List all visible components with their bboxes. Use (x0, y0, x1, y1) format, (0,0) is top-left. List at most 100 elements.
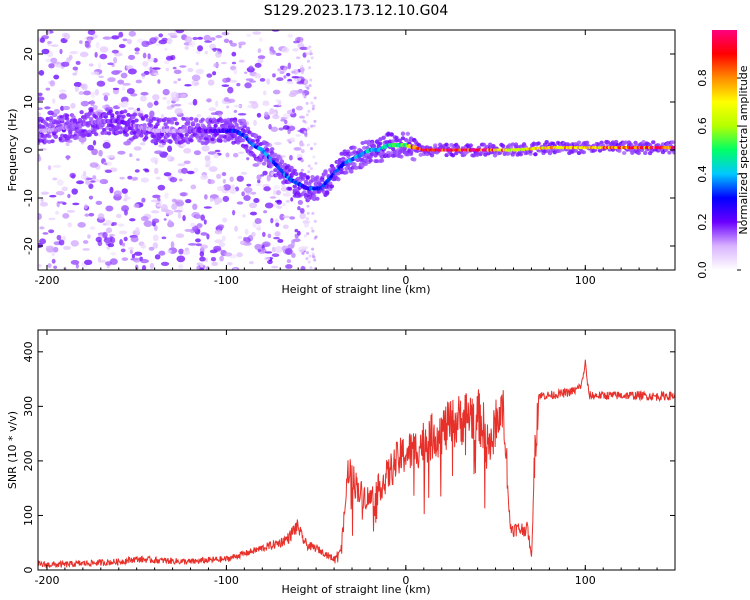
spectrogram-cell (300, 159, 304, 163)
spectrogram-cell (151, 218, 160, 224)
spectrogram-cell (248, 145, 254, 150)
spectrogram-cell (164, 125, 170, 130)
spectrogram-cell (255, 182, 262, 187)
spectrogram-cell (132, 112, 138, 117)
spectrogram-cell (297, 206, 301, 211)
spectrogram-cell (122, 38, 128, 42)
spectrogram-cell (195, 214, 201, 219)
spectrogram-cell (131, 253, 136, 259)
spectrogram-cell (282, 215, 291, 219)
spectrogram-cell (47, 41, 53, 44)
spectrogram-cell (213, 62, 220, 68)
spectrogram-cell (311, 252, 315, 256)
spectrogram-cell (110, 113, 115, 118)
spectrogram-cell (312, 104, 316, 108)
spectrogram-cell (243, 186, 253, 193)
spectrogram-cell (127, 175, 133, 180)
spectrogram-cell (200, 232, 208, 236)
spectrogram-cell (140, 72, 146, 77)
spectrogram-cell (247, 130, 252, 135)
spectrogram-cell (299, 66, 305, 73)
spectrogram-cell (311, 247, 315, 251)
spectrogram-cell (118, 31, 124, 38)
spectrogram-cell (139, 95, 147, 102)
spectrogram-cell (106, 154, 116, 159)
spectrogram-cell (154, 254, 161, 260)
spectrogram-cell (79, 110, 84, 115)
spectrogram-cell (119, 239, 123, 246)
spectrogram-cell (412, 157, 417, 162)
spectrogram-cell (269, 150, 275, 155)
spectrogram-cell (266, 78, 271, 85)
spectrogram-cell (114, 110, 120, 115)
spectrogram-cell (38, 69, 45, 76)
spectrogram-cell (536, 141, 541, 146)
spectrogram-cell (250, 191, 257, 195)
spectrogram-cell (175, 233, 185, 239)
colorbar (712, 30, 737, 270)
spectrogram-cell (124, 132, 130, 137)
spectrogram-cell (79, 51, 89, 58)
spectrogram-cell (110, 251, 117, 256)
spectrogram-cell (240, 138, 246, 143)
spectrogram-cell (117, 102, 124, 108)
spectrogram-cell (227, 98, 236, 103)
spectrogram-cell (336, 177, 341, 182)
spectrogram-cell (128, 30, 136, 37)
spectrogram-cell (622, 151, 627, 156)
spectrogram-cell (272, 189, 276, 196)
spectrogram-cell (89, 180, 96, 183)
spectrogram-cell (309, 167, 313, 171)
spectrogram-cell (38, 213, 42, 220)
spectrogram-cell (229, 79, 238, 84)
spectrogram-cell (157, 79, 161, 84)
spectrogram-cell (248, 260, 254, 265)
spectrogram-cell (279, 65, 285, 69)
spectrogram-cell (143, 220, 153, 227)
spectrogram-cell (152, 242, 159, 249)
spectrogram-cell (309, 49, 313, 53)
spectrogram-cell (186, 170, 195, 175)
spectrogram-cell (62, 105, 71, 111)
spectrogram-cell (50, 44, 59, 47)
spectrogram-cell (294, 172, 299, 177)
spectrogram-cell (179, 93, 187, 98)
spectrogram-cell (92, 104, 98, 111)
spectrogram-cell (255, 138, 260, 143)
spectrogram-cell (218, 114, 222, 118)
spectrogram-cell (272, 89, 281, 95)
spectrogram-cell (236, 252, 243, 258)
spectrogram-cell (223, 184, 231, 191)
spectrogram-cell (67, 139, 73, 143)
spectrogram-cell (315, 175, 320, 180)
spectrogram-cell (405, 131, 411, 136)
spectrogram-cell (237, 113, 247, 116)
spectrogram-cell (257, 179, 261, 184)
spectrogram-cell (290, 241, 295, 248)
snr-frame (37, 329, 676, 571)
spectrogram-cell (397, 138, 402, 143)
spectrogram-cell (300, 64, 304, 68)
spectrogram-cell (69, 172, 76, 179)
spectrogram-cell (98, 149, 103, 157)
spectrogram-marks (38, 30, 675, 270)
spectrogram-cell (207, 179, 215, 185)
spectrogram-cell (270, 217, 274, 224)
spectrogram-cell (605, 140, 611, 145)
spectrogram-cell (219, 255, 224, 262)
snr-y-tick-label: 400 (22, 341, 35, 362)
spectrogram-cell (216, 173, 222, 179)
spectrogram-cell (192, 36, 198, 41)
spectrogram-cell (394, 135, 399, 140)
spectrogram-cell (189, 116, 194, 121)
spectrogram-cell (307, 170, 311, 174)
spectrogram-cell (150, 157, 159, 163)
spectrogram-cell (252, 163, 260, 167)
spectrogram-cell (200, 244, 209, 249)
spectrogram-cell (286, 259, 291, 264)
snr-y-tick-label: 300 (22, 396, 35, 417)
spectrogram-cell (416, 143, 422, 148)
spectrogram-cell (256, 112, 262, 118)
spectrogram-cell (105, 219, 113, 226)
spectrogram-cell (119, 176, 125, 180)
